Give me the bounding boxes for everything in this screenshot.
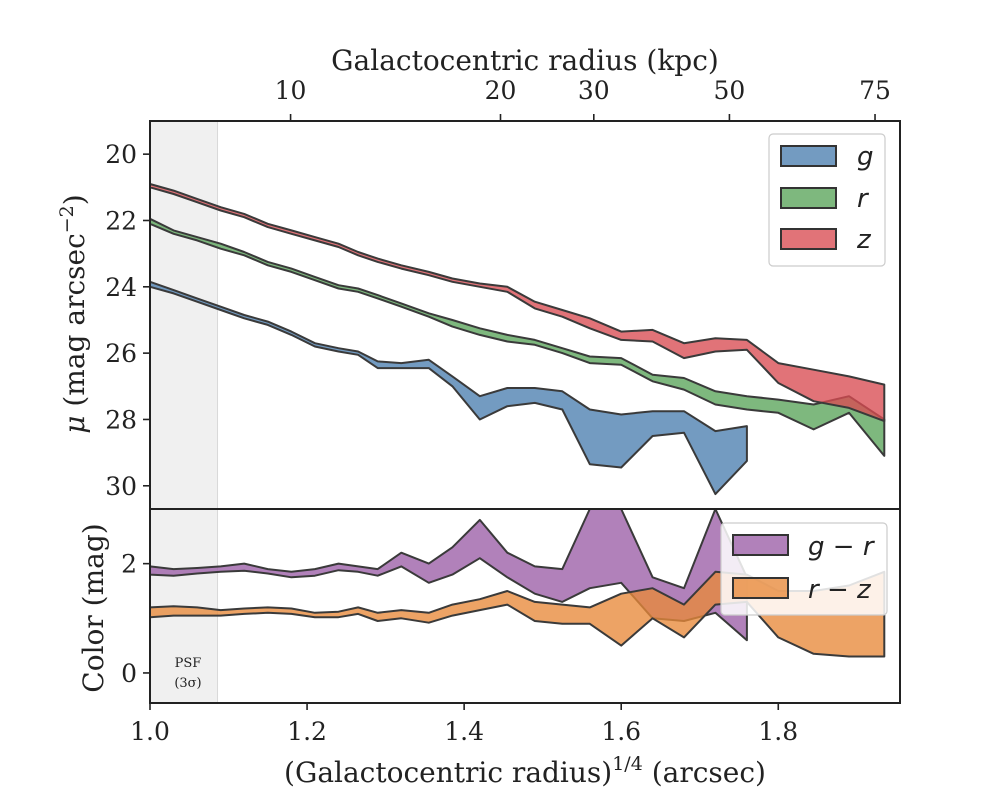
band-g xyxy=(149,280,748,496)
y-axis-label-bottom: Color (mag) xyxy=(77,523,110,692)
top-axis-tick-label: 50 xyxy=(714,76,746,105)
psf-shaded-region-top xyxy=(149,120,219,510)
top-axis-tick-label: 20 xyxy=(485,76,517,105)
band-r-minus-z xyxy=(149,570,886,658)
y-axis-label-top: μ (mag arcsec−2) xyxy=(56,194,91,433)
x-tick-label: 1.2 xyxy=(287,717,327,746)
band-r xyxy=(149,217,886,457)
y-tick-label-top: 20 xyxy=(105,140,137,169)
y-tick-label-top: 22 xyxy=(105,206,137,235)
x-axis-label: (Galactocentric radius)1/4 (arcsec) xyxy=(284,753,766,789)
top-axis-tick-label: 30 xyxy=(578,76,610,105)
psf-label: PSF xyxy=(175,656,202,671)
legend-label-z: z xyxy=(856,225,872,255)
y-tick-label-top: 28 xyxy=(105,405,137,434)
x-tick-label: 1.6 xyxy=(601,717,641,746)
top-axis-label: Galactocentric radius (kpc) xyxy=(331,44,719,77)
legend-top: g r z xyxy=(768,133,886,267)
y-tick-label-top: 26 xyxy=(105,339,137,368)
y-tick-label-top: 24 xyxy=(105,273,137,302)
axis-ticks: 20 22 24 26 28 30 10 20 30 50 75 0 2 1.0 1.2 1.4 1.6 1.8 xyxy=(105,76,891,746)
y-tick-label-bottom: 2 xyxy=(121,550,137,579)
band-g-minus-r xyxy=(149,508,748,642)
legend-swatch-g xyxy=(780,145,837,167)
legend-swatch-g-minus-r xyxy=(732,534,789,556)
x-tick-label: 1.4 xyxy=(444,717,484,746)
legend-label-r: r xyxy=(857,184,870,214)
bottom-panel-bands xyxy=(149,508,886,658)
top-panel-bands xyxy=(149,183,886,496)
legend-bottom: g − r r − z xyxy=(720,522,888,616)
top-axis-tick-label: 75 xyxy=(859,76,891,105)
x-tick-label: 1.8 xyxy=(758,717,798,746)
bottom-panel-frame xyxy=(149,508,901,704)
x-tick-label: 1.0 xyxy=(130,717,170,746)
y-tick-label-bottom: 0 xyxy=(121,659,137,688)
legend-swatch-r xyxy=(780,187,837,209)
psf-sigma-label: (3σ) xyxy=(174,676,201,691)
legend-swatch-r-minus-z xyxy=(732,577,789,599)
legend-label-r-minus-z: r − z xyxy=(808,575,872,605)
top-axis-tick-label: 10 xyxy=(275,76,307,105)
y-tick-label-top: 30 xyxy=(105,472,137,501)
legend-swatch-z xyxy=(780,228,837,250)
band-z xyxy=(149,183,886,423)
legend-label-g-minus-r: g − r xyxy=(808,532,876,562)
legend-label-g: g xyxy=(857,142,874,172)
